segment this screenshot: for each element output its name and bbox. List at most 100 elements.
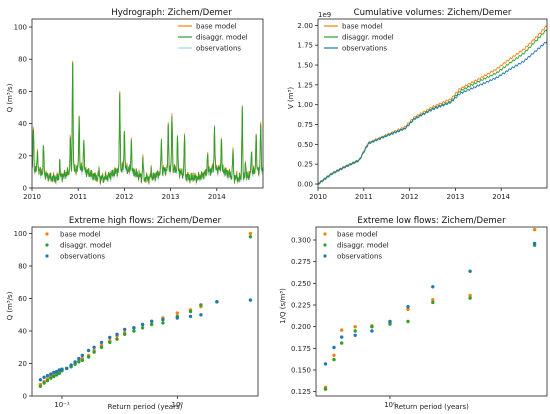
low-flows-ylabel: 1/Q (s/m³) bbox=[279, 288, 287, 324]
point-disaggr-model bbox=[199, 303, 203, 307]
hydro-line-observations bbox=[31, 74, 264, 186]
point-observations bbox=[42, 375, 46, 379]
cumulative-plot-area bbox=[317, 25, 548, 185]
low-flows-xlabel: Return period (years) bbox=[394, 403, 469, 411]
x-tick-label: 2014 bbox=[492, 193, 510, 201]
cumulative-ylabel: V (m³) bbox=[287, 87, 295, 109]
cumulative-volumes-panel: Cumulative volumes: Zichem/Demer 1e9 V (… bbox=[287, 8, 548, 201]
y-tick-label: 1.00 bbox=[297, 101, 313, 109]
y-tick-label: 40 bbox=[18, 120, 27, 128]
x-tick-label: 10⁰ bbox=[171, 401, 183, 409]
point-disaggr-model bbox=[115, 337, 119, 341]
x-tick-label: 10⁰ bbox=[384, 401, 396, 409]
y-tick-label: 0.300 bbox=[291, 237, 311, 245]
point-disaggr-model bbox=[49, 376, 53, 380]
legend-label-base: base model bbox=[342, 23, 383, 31]
point-observations bbox=[80, 353, 85, 358]
point-observations bbox=[123, 327, 127, 332]
point-disaggr-model bbox=[406, 319, 410, 324]
point-disaggr-model bbox=[45, 378, 50, 383]
legend-label-obs: observations bbox=[337, 253, 382, 261]
legend-marker-disagg bbox=[323, 243, 327, 247]
high-flows-xlabel: Return period (years) bbox=[108, 403, 183, 411]
y-tick-label: 20 bbox=[18, 360, 27, 368]
y-tick-label: 80 bbox=[18, 56, 27, 64]
point-disaggr-model bbox=[80, 358, 85, 362]
point-observations bbox=[115, 332, 119, 336]
point-disaggr-model bbox=[431, 300, 435, 305]
point-base-model bbox=[353, 325, 357, 329]
x-tick-label: 2010 bbox=[23, 193, 41, 201]
point-disaggr-model bbox=[123, 332, 127, 336]
point-base-model bbox=[248, 231, 253, 236]
point-disaggr-model bbox=[55, 373, 59, 377]
y-tick-label: 100 bbox=[14, 230, 27, 238]
y-tick-label: 80 bbox=[18, 263, 27, 271]
point-base-model bbox=[406, 307, 410, 311]
high-flows-axes-frame bbox=[31, 226, 259, 397]
low-flows-title: Extreme low flows: Zichem/Demer bbox=[357, 216, 506, 226]
legend-label-disagg: disaggr. model bbox=[342, 34, 394, 42]
point-disaggr-model bbox=[340, 341, 344, 345]
point-disaggr-model bbox=[370, 325, 374, 329]
cumulative-axes-frame bbox=[317, 18, 548, 189]
point-disaggr-model bbox=[92, 350, 96, 354]
point-observations bbox=[86, 348, 91, 353]
point-base-model bbox=[532, 227, 537, 232]
legend-marker-disagg bbox=[45, 243, 49, 247]
y-tick-label: 100 bbox=[14, 24, 27, 32]
point-observations bbox=[323, 362, 328, 366]
point-observations bbox=[73, 360, 77, 364]
point-observations bbox=[431, 285, 435, 289]
legend-label-obs: observations bbox=[196, 45, 241, 53]
y-tick-label: 0.125 bbox=[291, 388, 311, 396]
point-observations bbox=[150, 319, 154, 323]
point-observations bbox=[188, 314, 193, 319]
hydrograph-title: Hydrograph: Zichem/Demer bbox=[111, 8, 232, 18]
x-tick-label: 2013 bbox=[446, 193, 464, 201]
x-tick-label: 2012 bbox=[115, 193, 133, 201]
point-observations bbox=[77, 356, 81, 361]
y-tick-label: 1.75 bbox=[297, 42, 313, 50]
legend-label-base: base model bbox=[337, 231, 378, 239]
legend-marker-obs bbox=[45, 254, 49, 258]
y-tick-label: 0 bbox=[23, 393, 27, 401]
point-observations bbox=[49, 372, 53, 376]
point-base-model bbox=[332, 353, 336, 357]
hydrograph-legend: base model disaggr. model observations bbox=[178, 23, 248, 53]
point-observations bbox=[370, 329, 374, 333]
extreme-high-flows-panel: Extreme high flows: Zichem/Demer Q (m³/s… bbox=[6, 216, 259, 411]
point-observations bbox=[45, 374, 50, 378]
point-disaggr-model bbox=[332, 357, 336, 362]
x-tick-label: 2010 bbox=[309, 193, 327, 201]
point-observations bbox=[65, 366, 69, 371]
point-disaggr-model bbox=[248, 235, 253, 239]
point-disaggr-model bbox=[77, 360, 81, 364]
y-tick-label: 0.50 bbox=[297, 141, 313, 149]
y-tick-label: 0.225 bbox=[291, 302, 311, 310]
hydrograph-ylabel: Q (m³/s) bbox=[6, 83, 14, 112]
point-observations bbox=[340, 335, 344, 339]
y-tick-label: 0.250 bbox=[291, 280, 311, 288]
point-disaggr-model bbox=[38, 384, 43, 388]
legend-label-obs: observations bbox=[342, 45, 387, 53]
legend-marker-base bbox=[45, 232, 49, 236]
point-base-model bbox=[175, 311, 179, 315]
legend-label-disagg: disaggr. model bbox=[337, 242, 389, 250]
high-flows-plot-area bbox=[38, 231, 253, 388]
point-disaggr-model bbox=[57, 371, 62, 375]
point-disaggr-model bbox=[161, 321, 165, 325]
hydro-line-disaggr-model bbox=[31, 62, 264, 184]
point-disaggr-model bbox=[323, 387, 328, 391]
point-disaggr-model bbox=[52, 374, 56, 379]
point-observations bbox=[69, 363, 73, 367]
legend-label-disagg: disaggr. model bbox=[60, 242, 112, 250]
low-flows-plot-area bbox=[323, 227, 537, 391]
legend-label-disagg: disaggr. model bbox=[196, 34, 248, 42]
point-observations bbox=[353, 333, 357, 337]
y-tick-label: 0.200 bbox=[291, 323, 311, 331]
point-disaggr-model bbox=[353, 329, 357, 333]
point-observations bbox=[406, 305, 410, 309]
point-disaggr-model bbox=[42, 381, 46, 385]
